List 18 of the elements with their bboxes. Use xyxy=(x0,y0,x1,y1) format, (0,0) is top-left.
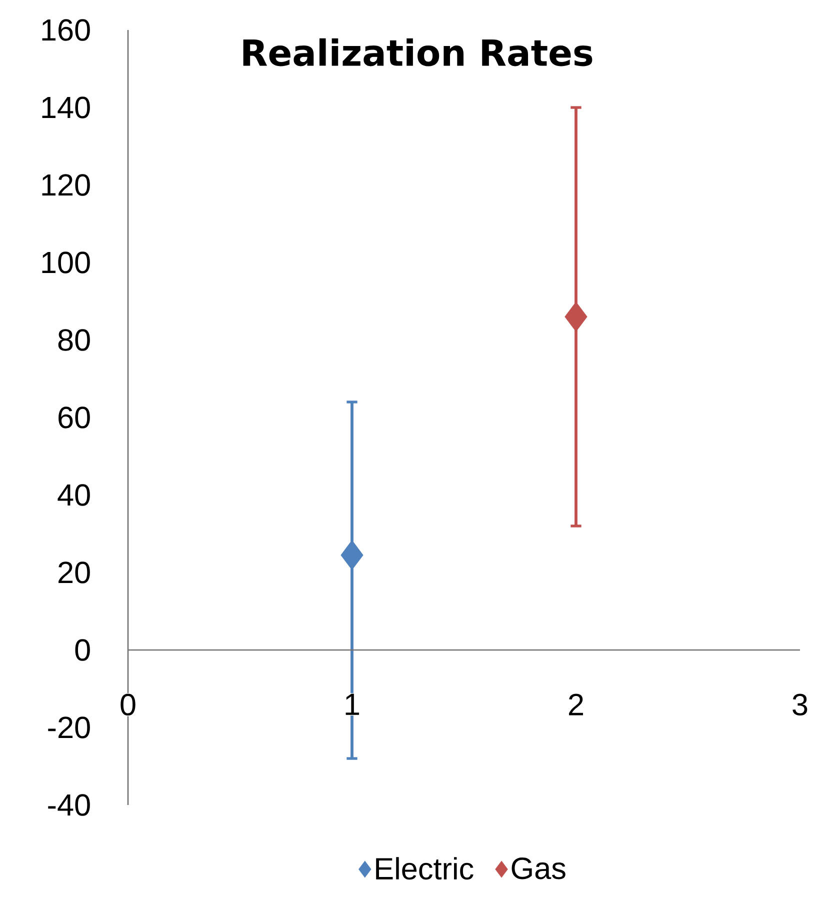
y-tick-label: -40 xyxy=(48,794,90,816)
y-tick-label: 160 xyxy=(42,19,90,41)
x-tick-label: 3 xyxy=(792,694,808,716)
x-tick-label: 1 xyxy=(346,694,360,715)
legend-label: Electric xyxy=(376,857,474,880)
y-tick-label: 20 xyxy=(58,562,90,584)
y-tick-label: 80 xyxy=(58,329,90,351)
y-tick-label: 60 xyxy=(58,406,90,428)
chart-title: Realization Rates xyxy=(243,38,592,66)
y-tick-label: 40 xyxy=(58,484,90,506)
y-tick-label: 140 xyxy=(42,96,90,118)
y-tick-label: 120 xyxy=(42,174,90,196)
x-tick-label: 2 xyxy=(569,694,583,716)
x-tick-label: 0 xyxy=(120,694,136,716)
y-tick-label: 100 xyxy=(42,252,90,274)
y-tick-label: 0 xyxy=(75,639,90,661)
legend-label: Gas xyxy=(512,858,566,880)
y-tick-label: -20 xyxy=(48,716,90,738)
